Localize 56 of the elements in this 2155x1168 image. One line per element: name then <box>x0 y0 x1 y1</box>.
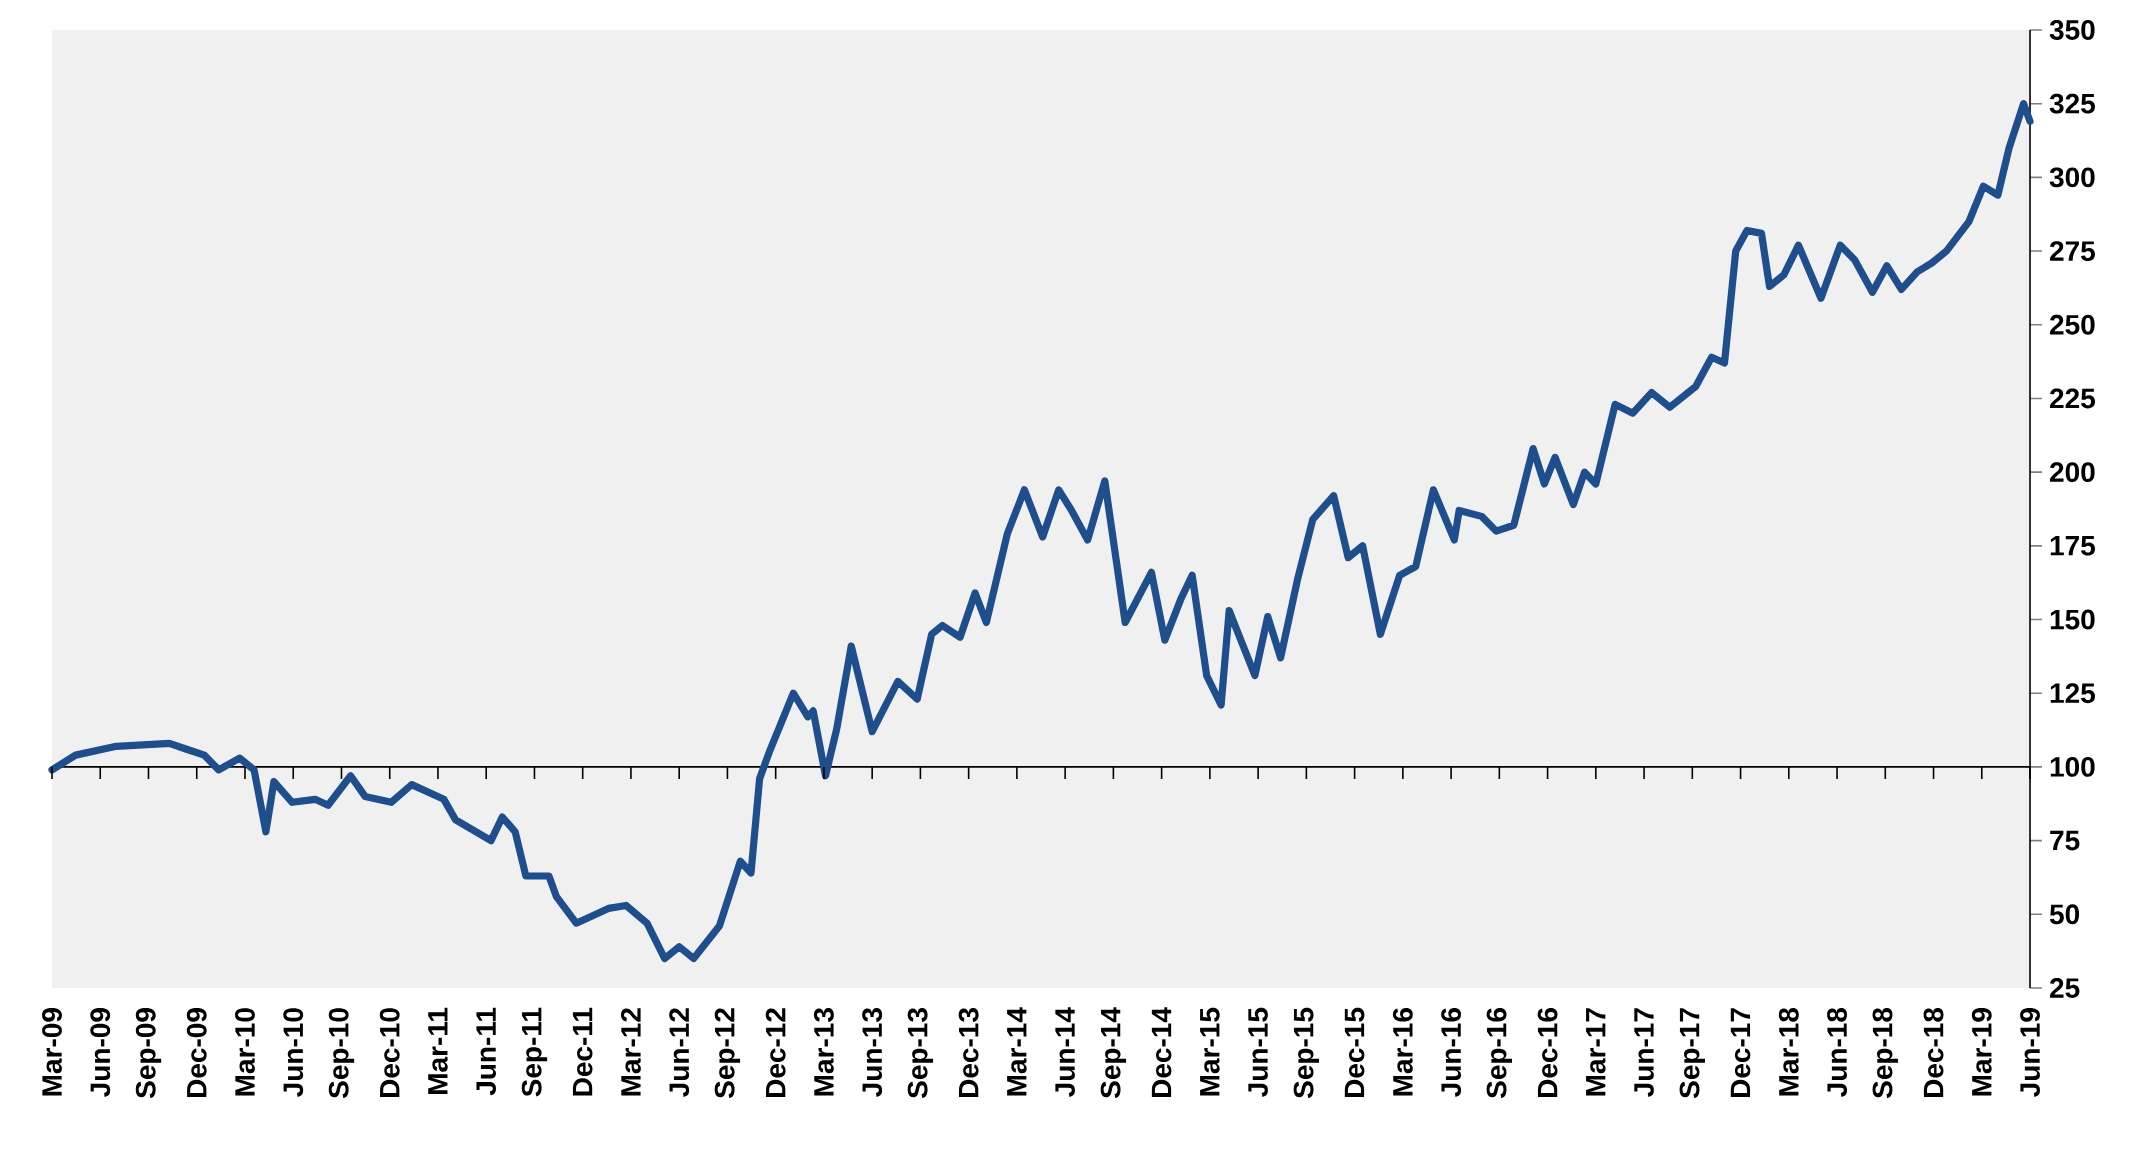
x-tick-label: Dec-16 <box>1537 1008 1558 1098</box>
y-tick-label: 75 <box>2050 830 2080 851</box>
x-tick-label: Sep-14 <box>1100 1007 1127 1099</box>
x-tick-label: Sep-16 <box>1486 1008 1513 1099</box>
y-tick-label: 175 <box>2050 536 2095 556</box>
x-tick-label: Dec-10 <box>379 1008 400 1098</box>
x-tick-label: Dec-14 <box>1151 1007 1172 1098</box>
x-tick-label: Dec-17 <box>1730 1008 1751 1098</box>
y-tick-label: 100 <box>2050 756 2095 777</box>
x-tick-label: Jun-19 <box>2020 1008 2040 1097</box>
x-tick-label: Jun-11 <box>476 1007 496 1096</box>
x-tick-label: Jun-16 <box>1441 1008 1462 1097</box>
x-tick-label: Sep-11 <box>521 1007 548 1097</box>
x-tick-label: Mar-12 <box>621 1008 641 1096</box>
x-tick-label: Mar-19 <box>1971 1008 1992 1096</box>
x-tick-label: Dec-11 <box>572 1007 593 1096</box>
x-tick-label: Mar-17 <box>1586 1008 1606 1096</box>
x-tick-label: Jun-10 <box>283 1008 304 1097</box>
x-tick-label: Sep-13 <box>907 1008 934 1099</box>
y-tick-label: 225 <box>2050 388 2095 409</box>
x-tick-label: Sep-18 <box>1872 1007 1898 1099</box>
x-tick-label: Sep-15 <box>1293 1007 1320 1099</box>
x-tick-label: Sep-09 <box>135 1008 162 1099</box>
x-tick-label: Mar-13 <box>813 1008 834 1096</box>
y-tick-label: 125 <box>2050 683 2095 704</box>
x-tick-label: Jun-17 <box>1634 1008 1654 1097</box>
y-tick-label: 150 <box>2050 609 2095 630</box>
x-tick-label: Mar-18 <box>1778 1007 1799 1096</box>
x-tick-label: Mar-09 <box>42 1008 62 1096</box>
x-tick-label: Dec-12 <box>765 1008 786 1098</box>
x-tick-label: Mar-11 <box>428 1007 448 1094</box>
x-tick-label: Dec-15 <box>1344 1007 1365 1098</box>
y-tick-label: 50 <box>2049 904 2080 925</box>
x-tick-label: Jun-12 <box>669 1008 690 1097</box>
x-tick-label: Sep-12 <box>714 1008 741 1099</box>
x-tick-label: Sep-17 <box>1679 1008 1705 1099</box>
y-tick-label: 275 <box>2050 241 2095 261</box>
x-tick-label: Mar-10 <box>235 1008 255 1096</box>
x-tick-label: Sep-10 <box>328 1008 355 1099</box>
x-tick-label: Jun-14 <box>1055 1007 1075 1097</box>
x-tick-label: Dec-09 <box>186 1008 207 1098</box>
x-tick-label: Jun-15 <box>1248 1007 1268 1097</box>
y-tick-label: 200 <box>2050 462 2095 483</box>
y-tick-label: 350 <box>2049 20 2095 40</box>
x-tick-label: Mar-15 <box>1200 1007 1220 1096</box>
y-tick-label: 250 <box>2050 314 2095 335</box>
x-tick-label: Jun-09 <box>90 1008 111 1097</box>
x-tick-label: Jun-18 <box>1827 1007 1847 1097</box>
y-tick-label: 300 <box>2049 167 2095 188</box>
x-tick-label: Jun-13 <box>862 1008 883 1097</box>
x-tick-label: Mar-14 <box>1007 1007 1027 1096</box>
x-tick-label: Mar-16 <box>1392 1008 1413 1096</box>
x-tick-label: Dec-18 <box>1923 1007 1944 1098</box>
y-tick-label: 325 <box>2049 93 2095 114</box>
x-tick-label: Dec-13 <box>958 1008 979 1098</box>
y-tick-label: 25 <box>2050 978 2080 998</box>
